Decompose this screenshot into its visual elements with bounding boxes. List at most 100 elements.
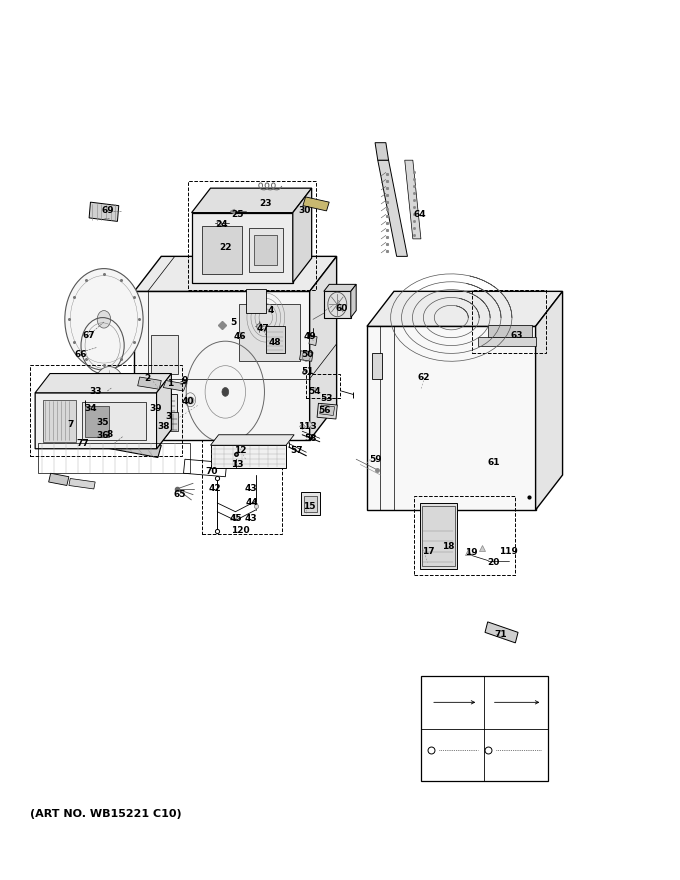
Text: 44: 44 [246, 498, 258, 508]
Text: 49: 49 [304, 333, 317, 341]
Circle shape [118, 417, 124, 424]
Polygon shape [137, 377, 161, 389]
Text: 12: 12 [234, 446, 246, 455]
Bar [202, 226, 242, 274]
Text: 119: 119 [499, 547, 518, 556]
Text: 4: 4 [268, 306, 275, 315]
Bar [30, 365, 182, 456]
Polygon shape [303, 197, 329, 211]
Text: 8: 8 [106, 430, 112, 439]
Polygon shape [309, 256, 337, 440]
Bar [254, 234, 277, 265]
Text: 66: 66 [74, 350, 86, 359]
Polygon shape [192, 213, 293, 282]
Text: 45: 45 [230, 514, 243, 524]
Polygon shape [69, 479, 95, 489]
Polygon shape [317, 403, 337, 419]
Bar [422, 507, 455, 566]
Text: 67: 67 [83, 331, 95, 340]
Text: 60: 60 [335, 304, 347, 313]
Text: 57: 57 [290, 446, 303, 455]
Polygon shape [299, 351, 313, 362]
Text: 63: 63 [511, 331, 523, 340]
Text: 20: 20 [488, 558, 500, 567]
Text: 51: 51 [301, 367, 314, 377]
Polygon shape [309, 335, 317, 346]
Text: 22: 22 [219, 243, 232, 253]
Text: 70: 70 [205, 467, 218, 476]
Bar [188, 181, 316, 290]
Polygon shape [478, 337, 536, 346]
Text: 36: 36 [97, 431, 109, 440]
Polygon shape [488, 325, 532, 337]
Bar [249, 229, 283, 272]
Circle shape [222, 387, 228, 396]
Polygon shape [134, 291, 309, 440]
Text: 23: 23 [260, 200, 272, 209]
Polygon shape [375, 143, 388, 160]
Text: 24: 24 [216, 220, 228, 230]
Bar [414, 496, 515, 575]
Text: 59: 59 [369, 455, 381, 464]
Text: 35: 35 [97, 418, 109, 427]
Circle shape [95, 367, 124, 405]
Text: 113: 113 [299, 422, 317, 431]
Polygon shape [49, 473, 69, 486]
Bar [203, 440, 282, 534]
Text: 15: 15 [303, 502, 316, 511]
Text: (ART NO. WB15221 C10): (ART NO. WB15221 C10) [30, 810, 182, 819]
Polygon shape [320, 405, 335, 415]
Polygon shape [192, 188, 311, 213]
Text: 38: 38 [157, 422, 169, 430]
Text: 65: 65 [173, 489, 186, 499]
Bar [303, 496, 317, 511]
Polygon shape [536, 291, 562, 510]
Text: 39: 39 [150, 404, 163, 413]
Text: 40: 40 [182, 397, 194, 406]
Polygon shape [35, 392, 171, 449]
Polygon shape [211, 445, 286, 468]
Text: 34: 34 [84, 404, 97, 413]
Circle shape [65, 268, 143, 370]
Bar [151, 335, 178, 374]
Polygon shape [89, 202, 119, 222]
Text: 58: 58 [304, 434, 317, 443]
Polygon shape [211, 435, 294, 445]
Bar [421, 676, 547, 781]
Text: 9: 9 [182, 376, 188, 385]
Text: 50: 50 [301, 350, 313, 359]
Text: 46: 46 [234, 333, 246, 341]
Text: 61: 61 [488, 458, 500, 467]
Bar [44, 400, 75, 442]
Bar [306, 373, 340, 398]
Text: 71: 71 [494, 629, 507, 639]
Polygon shape [405, 160, 421, 238]
Text: 43: 43 [245, 485, 257, 494]
Polygon shape [378, 160, 407, 256]
Text: 1: 1 [167, 378, 173, 388]
Polygon shape [367, 326, 536, 510]
Polygon shape [351, 284, 356, 318]
Text: 18: 18 [442, 542, 455, 551]
Text: 77: 77 [76, 439, 88, 448]
Polygon shape [266, 326, 285, 353]
Circle shape [106, 381, 113, 390]
Polygon shape [134, 256, 337, 291]
Circle shape [97, 311, 111, 328]
Polygon shape [293, 188, 311, 282]
Polygon shape [163, 380, 186, 391]
Text: 17: 17 [422, 547, 435, 556]
Bar [239, 304, 299, 362]
Text: 19: 19 [465, 548, 478, 557]
Bar [161, 412, 178, 431]
Bar [85, 406, 109, 436]
Bar [373, 353, 382, 378]
Bar [156, 393, 177, 418]
Polygon shape [45, 424, 161, 458]
Polygon shape [35, 373, 171, 392]
Text: 48: 48 [269, 338, 281, 347]
Text: 54: 54 [308, 386, 321, 395]
Bar [245, 289, 266, 313]
Polygon shape [156, 373, 171, 449]
Text: 5: 5 [231, 319, 237, 327]
